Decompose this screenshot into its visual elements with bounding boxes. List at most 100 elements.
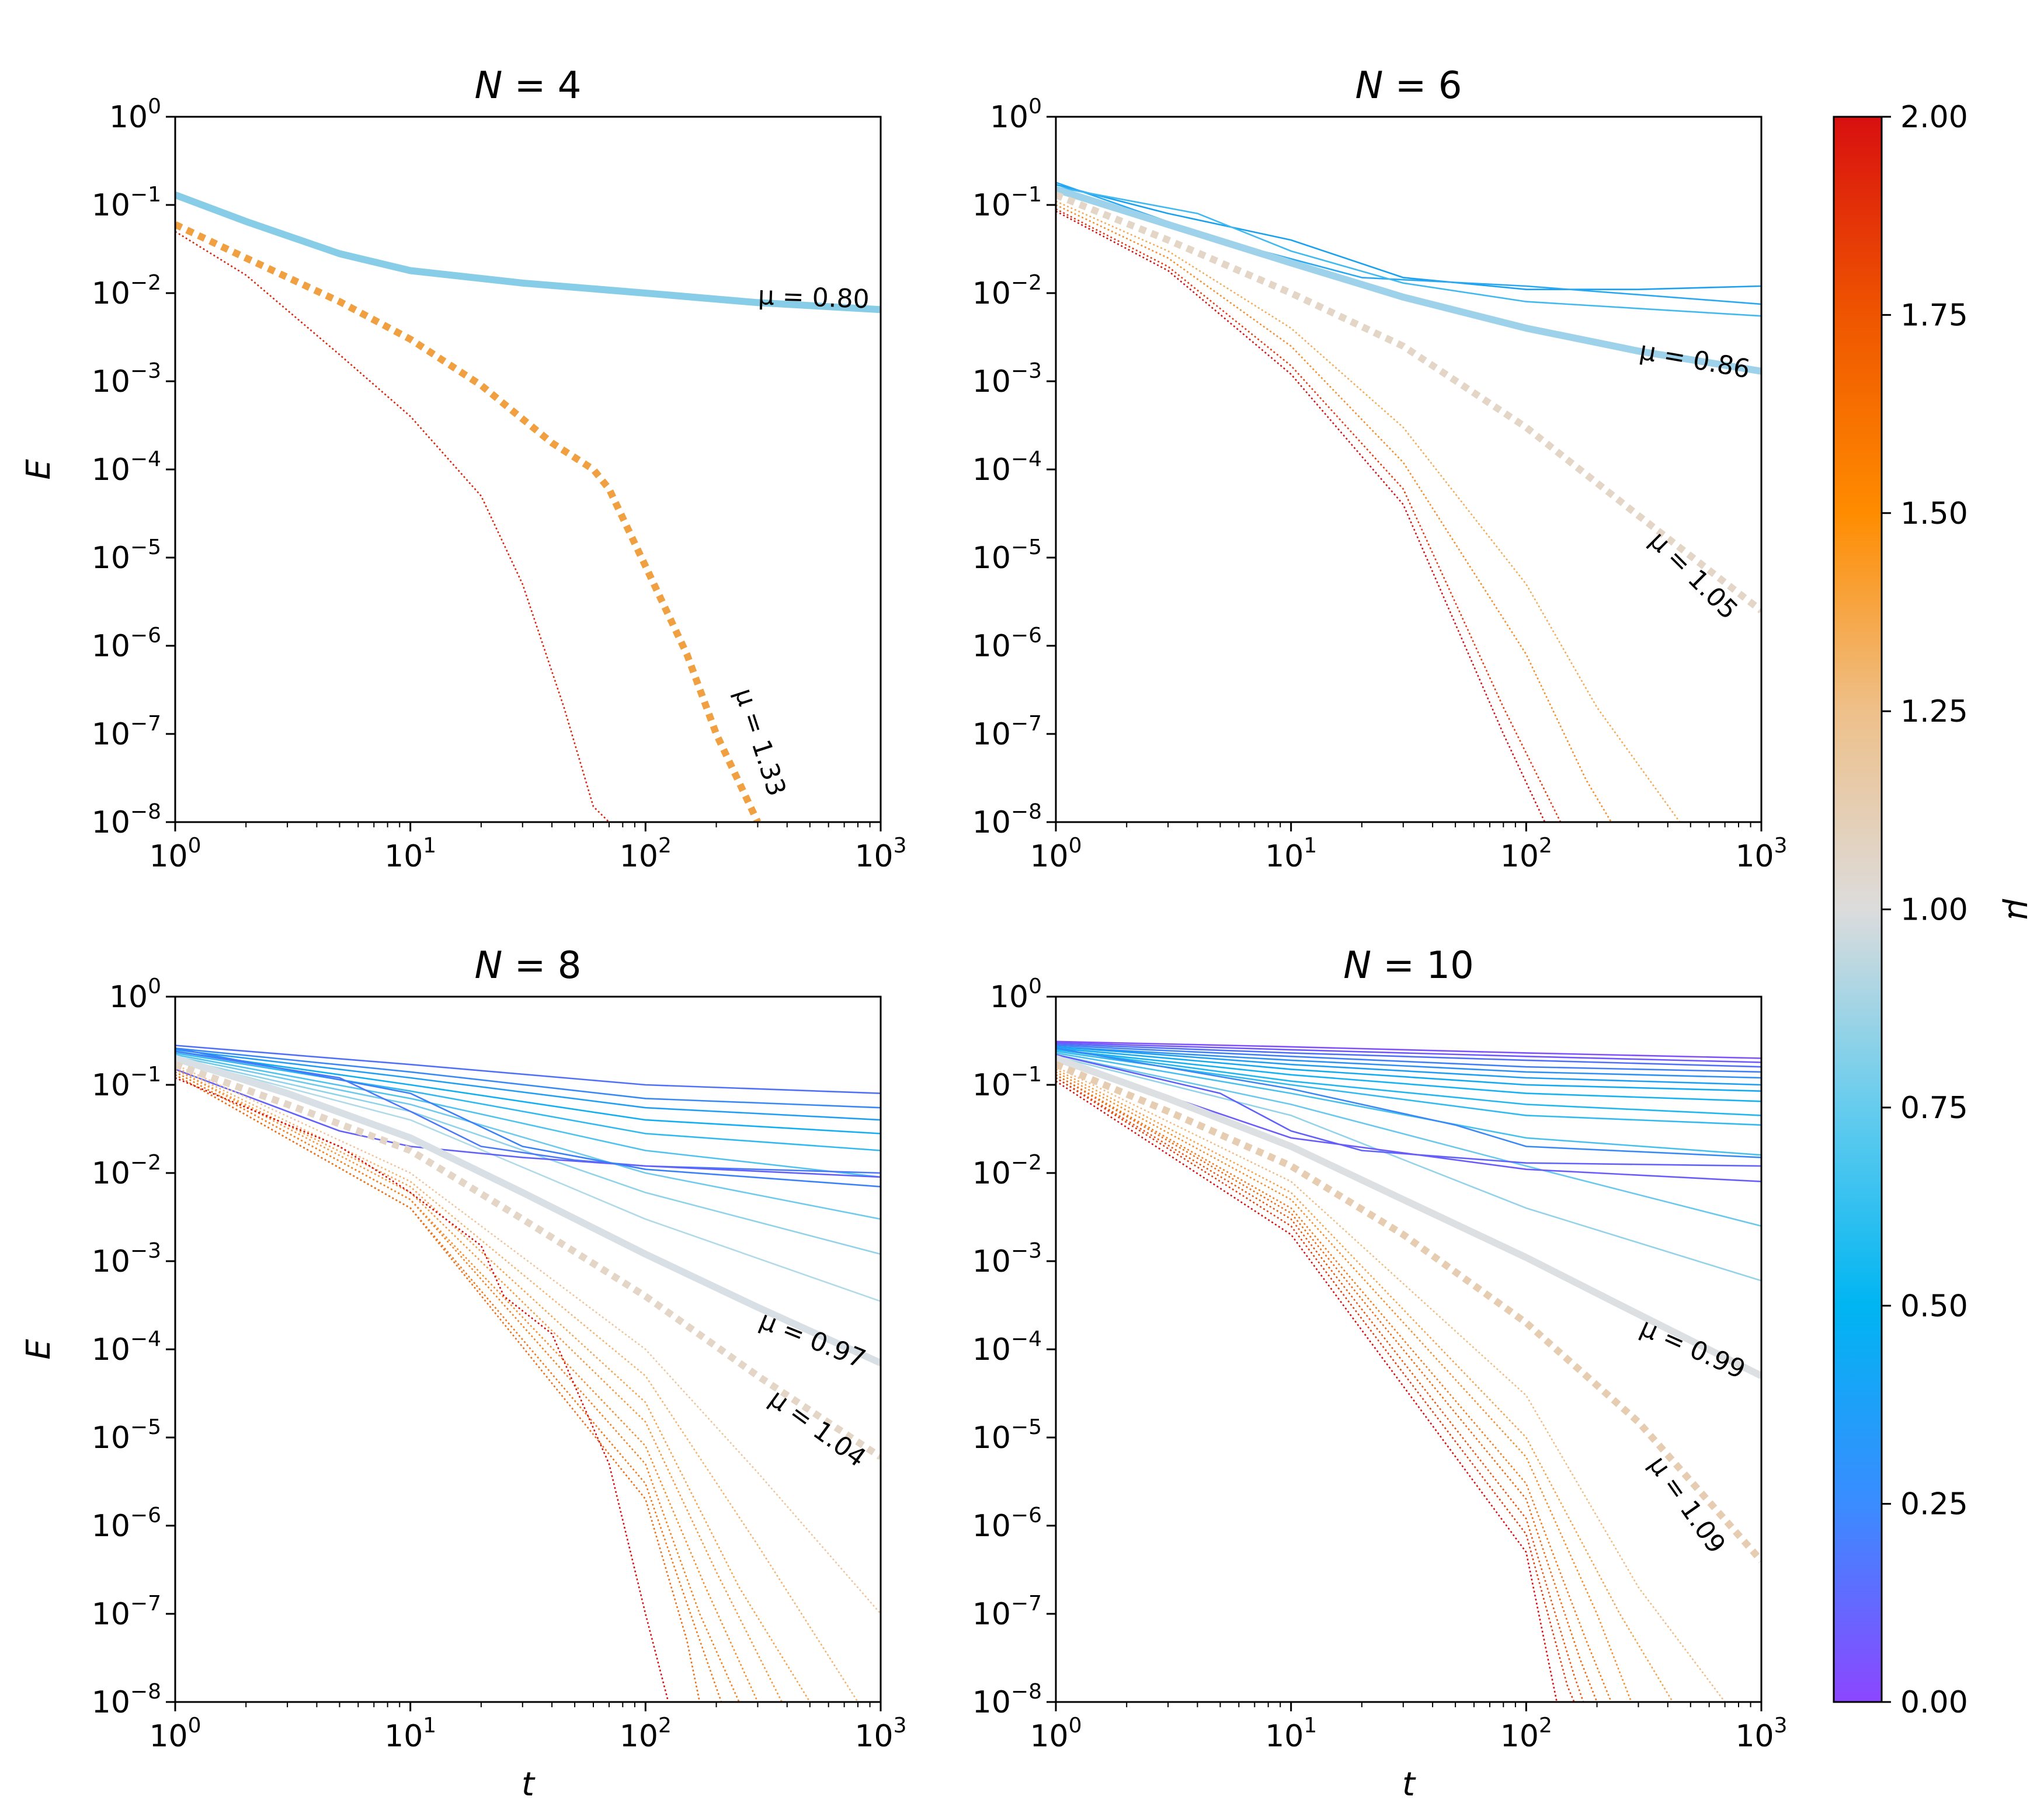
series-line-mu-1.4 bbox=[1056, 1068, 1674, 1702]
y-tick-label: 10−4 bbox=[972, 1327, 1042, 1367]
series-line-mu-1.95 bbox=[175, 231, 610, 822]
y-tick-label: 10−1 bbox=[92, 183, 161, 223]
y-tick-label: 10−6 bbox=[92, 1503, 161, 1544]
y-tick-label: 10−2 bbox=[92, 1151, 161, 1191]
series-line-mu-0.8 bbox=[175, 192, 881, 314]
y-tick-label: 10−4 bbox=[92, 447, 161, 488]
x-tick-label: 102 bbox=[620, 1714, 672, 1754]
x-tick-label: 101 bbox=[1265, 1714, 1317, 1754]
series-line-mu-0.42 bbox=[1056, 1046, 1761, 1086]
y-tick-label: 10−5 bbox=[92, 535, 161, 576]
y-tick-label: 100 bbox=[109, 95, 161, 135]
y-tick-label: 10−7 bbox=[92, 712, 161, 752]
series-line-mu-0.2 bbox=[1056, 1043, 1761, 1068]
y-tick-label: 10−2 bbox=[972, 271, 1042, 311]
series-line-mu-0.52 bbox=[1056, 1049, 1761, 1102]
x-tick-label: 101 bbox=[384, 834, 436, 874]
colorbar-tick-label: 2.00 bbox=[1900, 100, 1968, 135]
panel-3: μ = 0.97 μ = 1.04 100 101 102 103 10−8 10−7 10−6… bbox=[20, 944, 907, 1804]
series-line-mu-0.68 bbox=[175, 1054, 881, 1178]
series-line-mu-0.6 bbox=[1056, 182, 1761, 305]
series-group bbox=[1056, 182, 1761, 822]
axes-frame bbox=[1055, 996, 1763, 1703]
colorbar: 0.00 0.25 0.50 0.75 1.00 1.25 1.50 1.75 2.00 μ bbox=[1833, 100, 2039, 1720]
y-tick-label: 10−3 bbox=[972, 359, 1042, 399]
series-line-mu-0.75 bbox=[175, 1056, 881, 1220]
y-tick-label: 10−7 bbox=[972, 712, 1042, 752]
series-group bbox=[175, 192, 881, 822]
colorbar-tick-label: 1.25 bbox=[1900, 694, 1968, 729]
series-line-mu-1.2 bbox=[175, 1064, 881, 1614]
colorbar-label: μ bbox=[2001, 899, 2039, 920]
series-line-mu-0.3 bbox=[175, 1047, 881, 1109]
y-tick-label: 10−3 bbox=[92, 1239, 161, 1279]
series-line-mu-1.66 bbox=[1056, 1074, 1598, 1702]
y-tick-label: 10−1 bbox=[92, 1063, 161, 1103]
series-line-mu-0.28 bbox=[1056, 1045, 1761, 1073]
x-tick-label: 102 bbox=[620, 834, 672, 874]
series-line-mu-1.82 bbox=[1056, 1077, 1575, 1702]
series-annotation: μ = 0.80 bbox=[757, 281, 870, 315]
y-tick-label: 10−4 bbox=[92, 1327, 161, 1367]
series-line-mu-0.48 bbox=[1056, 1047, 1761, 1092]
series-line-mu-1.95 bbox=[175, 1077, 669, 1702]
series-line-mu-1.04 bbox=[175, 1061, 881, 1460]
series-line-mu-0.56 bbox=[1056, 1049, 1761, 1116]
series-line-mu-0.6 bbox=[175, 1052, 881, 1151]
y-tick-label: 100 bbox=[990, 95, 1042, 135]
x-tick-label: 103 bbox=[854, 1714, 906, 1754]
panel-1: μ = 0.80 μ = 1.33 100 101 102 103 10−8 10−7 10−6… bbox=[20, 64, 907, 874]
series-line-mu-0.1 bbox=[1056, 1042, 1761, 1063]
panel-title: N = 6 bbox=[1355, 64, 1462, 107]
series-line-mu-0.55 bbox=[1056, 183, 1761, 290]
series-line-mu-0.97 bbox=[175, 1054, 881, 1366]
x-tick-label: 101 bbox=[1265, 834, 1317, 874]
series-line-mu-0.66 bbox=[1056, 1052, 1761, 1156]
series-line-mu-0.35 bbox=[175, 1047, 881, 1188]
series-line-mu-0.74 bbox=[1056, 1054, 1761, 1227]
y-tick-label: 10−1 bbox=[972, 1063, 1042, 1103]
series-line-mu-1.95 bbox=[1056, 1080, 1558, 1702]
y-tick-label: 10−5 bbox=[972, 1415, 1042, 1456]
series-line-mu-0.3 bbox=[1056, 1047, 1761, 1158]
series-line-mu-0.5 bbox=[175, 1050, 881, 1134]
y-axis-label: E bbox=[20, 459, 58, 480]
y-tick-label: 10−5 bbox=[92, 1415, 161, 1456]
x-tick-label: 101 bbox=[384, 1714, 436, 1754]
x-tick-label: 102 bbox=[1500, 1714, 1552, 1754]
panel-title: N = 8 bbox=[475, 944, 582, 987]
x-tick-label: 103 bbox=[854, 834, 906, 874]
colorbar-gradient bbox=[1833, 116, 1883, 1703]
series-line-mu-1.25 bbox=[1056, 1066, 1726, 1702]
series-line-mu-0.86 bbox=[1056, 186, 1761, 375]
series-line-mu-1.35 bbox=[1056, 200, 1681, 822]
series-annotation: μ = 1.04 bbox=[764, 1384, 871, 1473]
series-line-mu-1.5 bbox=[1056, 204, 1612, 822]
x-tick-label: 100 bbox=[149, 1714, 201, 1754]
series-line-mu-1.74 bbox=[1056, 1077, 1584, 1702]
series-line-mu-1.09 bbox=[1056, 1061, 1761, 1564]
y-tick-label: 10−5 bbox=[972, 535, 1042, 576]
y-tick-label: 10−7 bbox=[92, 1592, 161, 1632]
series-line-mu-0.36 bbox=[1056, 1046, 1761, 1079]
series-line-mu-1.5 bbox=[1056, 1071, 1632, 1702]
y-tick-label: 10−2 bbox=[92, 271, 161, 311]
x-tick-label: 103 bbox=[1735, 1714, 1787, 1754]
colorbar-tick-label: 0.25 bbox=[1900, 1487, 1968, 1522]
series-line-mu-0.82 bbox=[175, 1057, 881, 1255]
series-line-mu-0.99 bbox=[1056, 1054, 1761, 1379]
series-line-mu-0.05 bbox=[1056, 1040, 1761, 1059]
series-line-mu-0.84 bbox=[1056, 1056, 1761, 1282]
series-line-mu-1.8 bbox=[1056, 208, 1562, 822]
y-tick-label: 10−6 bbox=[92, 624, 161, 664]
y-tick-label: 10−7 bbox=[972, 1592, 1042, 1632]
series-group bbox=[1056, 1040, 1761, 1702]
series-line-mu-0.9 bbox=[175, 1057, 881, 1303]
panel-2: μ = 0.86 μ = 1.05 100 101 102 103 10−8 10−7 10−6… bbox=[972, 64, 1788, 874]
x-tick-label: 103 bbox=[1735, 834, 1787, 874]
series-line-mu-1.05 bbox=[1056, 192, 1761, 614]
x-tick-label: 100 bbox=[149, 834, 201, 874]
series-annotation: μ = 1.09 bbox=[1643, 1451, 1731, 1560]
series-line-mu-1.55 bbox=[175, 1071, 740, 1702]
